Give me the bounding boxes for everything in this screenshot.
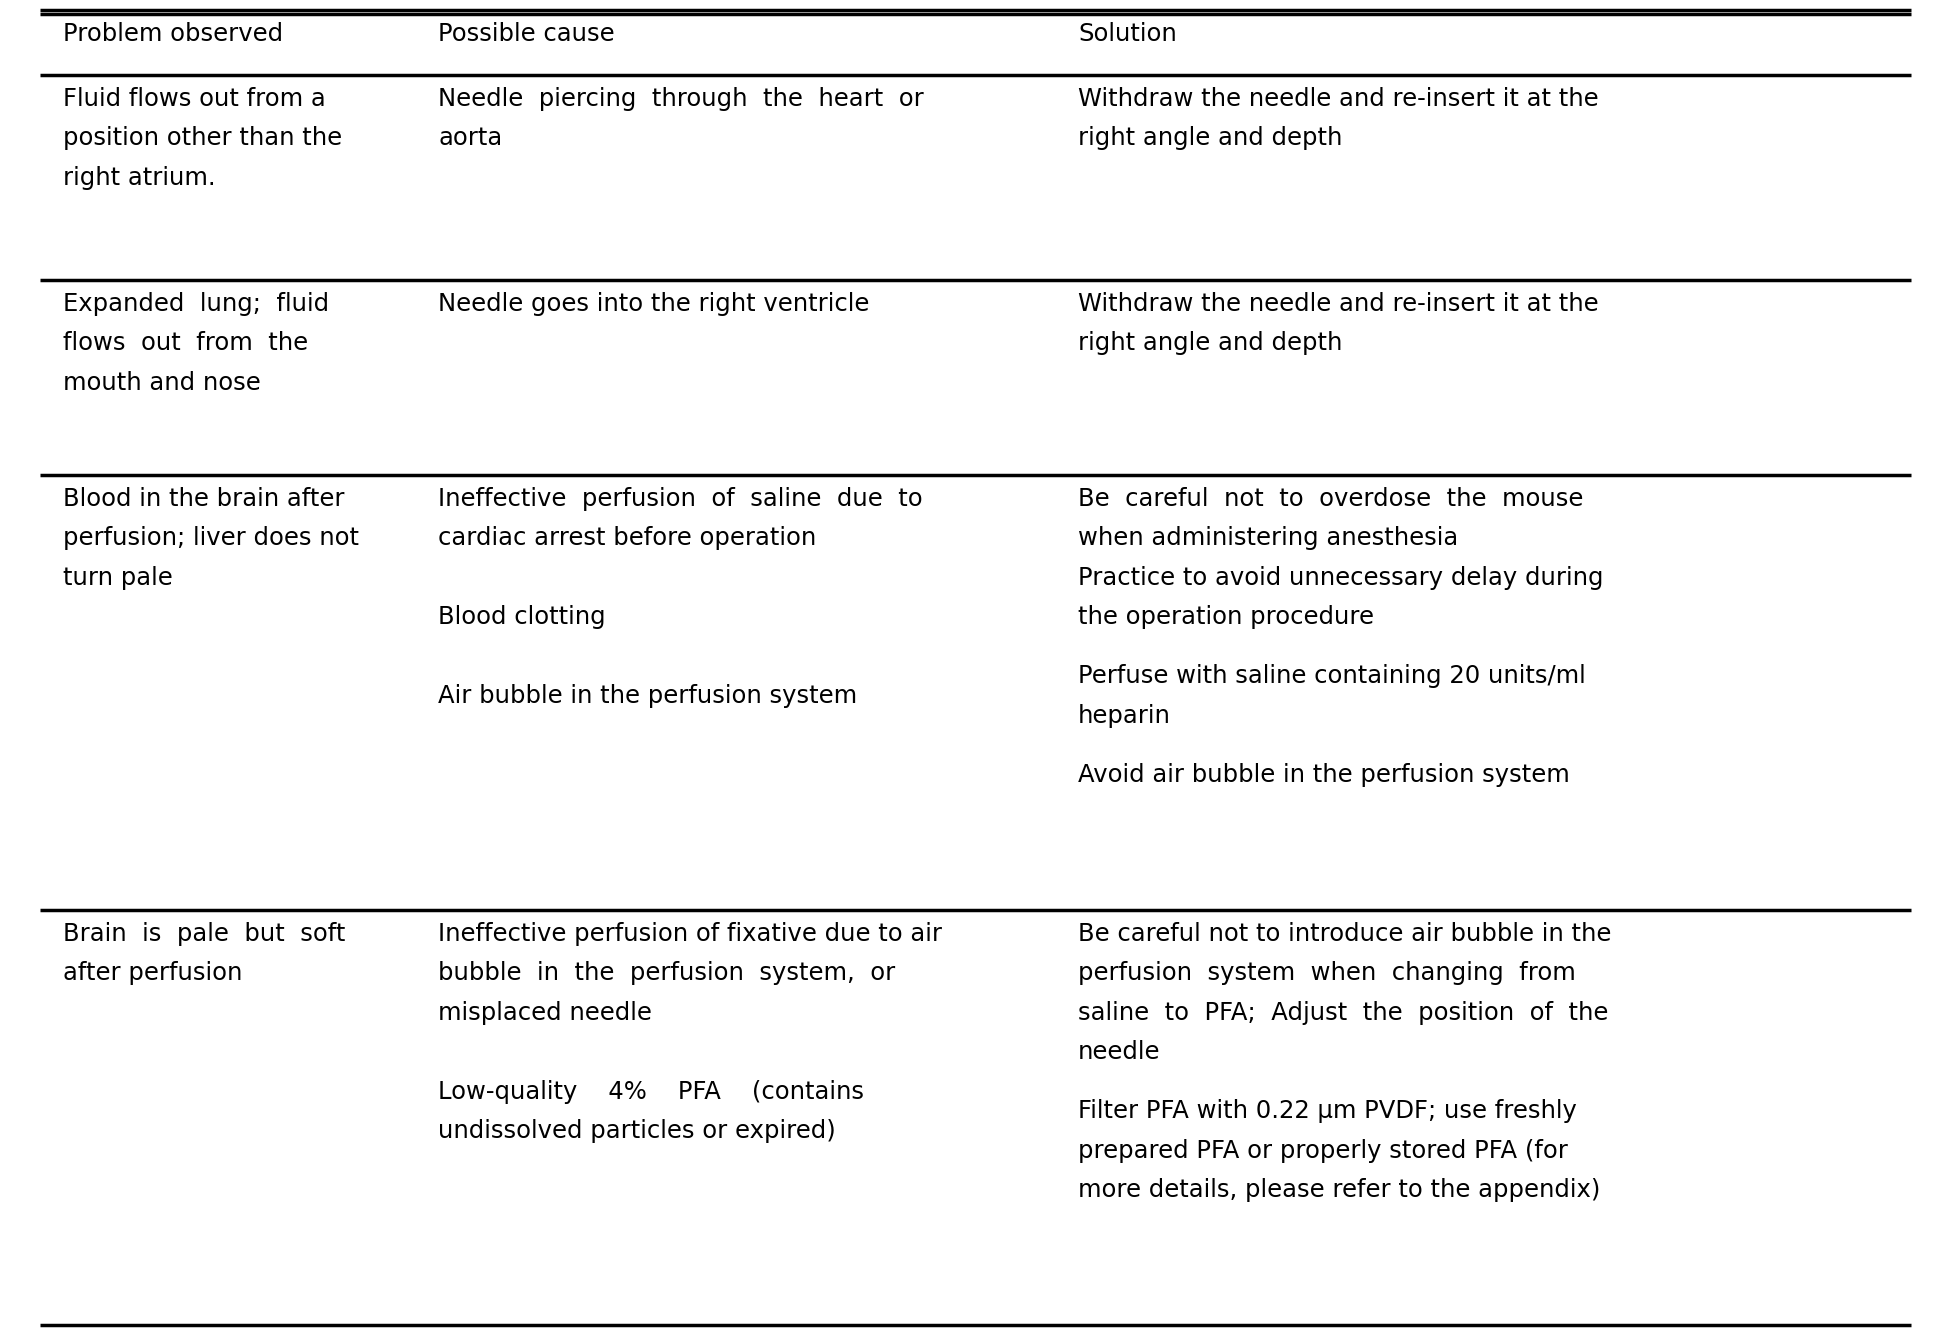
Text: right angle and depth: right angle and depth <box>1078 331 1342 355</box>
Text: Blood in the brain after: Blood in the brain after <box>64 486 345 510</box>
Text: undissolved particles or expired): undissolved particles or expired) <box>438 1119 836 1143</box>
Text: Needle goes into the right ventricle: Needle goes into the right ventricle <box>438 292 869 316</box>
Text: Solution: Solution <box>1078 23 1177 47</box>
Text: after perfusion: after perfusion <box>64 961 242 985</box>
Text: Ineffective  perfusion  of  saline  due  to: Ineffective perfusion of saline due to <box>438 486 923 510</box>
Text: Be careful not to introduce air bubble in the: Be careful not to introduce air bubble i… <box>1078 922 1611 946</box>
Text: the operation procedure: the operation procedure <box>1078 605 1375 629</box>
Text: perfusion  system  when  changing  from: perfusion system when changing from <box>1078 961 1576 985</box>
Text: Be  careful  not  to  overdose  the  mouse: Be careful not to overdose the mouse <box>1078 486 1584 510</box>
Text: perfusion; liver does not: perfusion; liver does not <box>64 526 358 550</box>
Text: Filter PFA with 0.22 μm PVDF; use freshly: Filter PFA with 0.22 μm PVDF; use freshl… <box>1078 1099 1578 1123</box>
Text: Withdraw the needle and re-insert it at the: Withdraw the needle and re-insert it at … <box>1078 86 1599 112</box>
Text: aorta: aorta <box>438 126 501 150</box>
Text: Perfuse with saline containing 20 units/ml: Perfuse with saline containing 20 units/… <box>1078 664 1586 688</box>
Text: mouth and nose: mouth and nose <box>64 371 261 395</box>
Text: Avoid air bubble in the perfusion system: Avoid air bubble in the perfusion system <box>1078 763 1570 787</box>
Text: Brain  is  pale  but  soft: Brain is pale but soft <box>64 922 345 946</box>
Text: Low-quality    4%    PFA    (contains: Low-quality 4% PFA (contains <box>438 1079 863 1103</box>
Text: Possible cause: Possible cause <box>438 23 614 47</box>
Text: prepared PFA or properly stored PFA (for: prepared PFA or properly stored PFA (for <box>1078 1139 1568 1163</box>
Text: bubble  in  the  perfusion  system,  or: bubble in the perfusion system, or <box>438 961 894 985</box>
Text: position other than the: position other than the <box>64 126 343 150</box>
Text: Ineffective perfusion of fixative due to air: Ineffective perfusion of fixative due to… <box>438 922 943 946</box>
Text: right angle and depth: right angle and depth <box>1078 126 1342 150</box>
Text: heparin: heparin <box>1078 703 1171 727</box>
Text: saline  to  PFA;  Adjust  the  position  of  the: saline to PFA; Adjust the position of th… <box>1078 1001 1609 1025</box>
Text: Practice to avoid unnecessary delay during: Practice to avoid unnecessary delay duri… <box>1078 566 1603 590</box>
Text: needle: needle <box>1078 1041 1160 1065</box>
Text: Needle  piercing  through  the  heart  or: Needle piercing through the heart or <box>438 86 923 112</box>
Text: Problem observed: Problem observed <box>64 23 283 47</box>
Text: right atrium.: right atrium. <box>64 166 215 190</box>
Text: turn pale: turn pale <box>64 566 172 590</box>
Text: when administering anesthesia: when administering anesthesia <box>1078 526 1458 550</box>
Text: Fluid flows out from a: Fluid flows out from a <box>64 86 325 112</box>
Text: flows  out  from  the: flows out from the <box>64 331 308 355</box>
Text: Air bubble in the perfusion system: Air bubble in the perfusion system <box>438 684 858 708</box>
Text: misplaced needle: misplaced needle <box>438 1001 652 1025</box>
Text: more details, please refer to the appendix): more details, please refer to the append… <box>1078 1177 1601 1201</box>
Text: Withdraw the needle and re-insert it at the: Withdraw the needle and re-insert it at … <box>1078 292 1599 316</box>
Text: Expanded  lung;  fluid: Expanded lung; fluid <box>64 292 329 316</box>
Text: cardiac arrest before operation: cardiac arrest before operation <box>438 526 817 550</box>
Text: Blood clotting: Blood clotting <box>438 605 606 629</box>
